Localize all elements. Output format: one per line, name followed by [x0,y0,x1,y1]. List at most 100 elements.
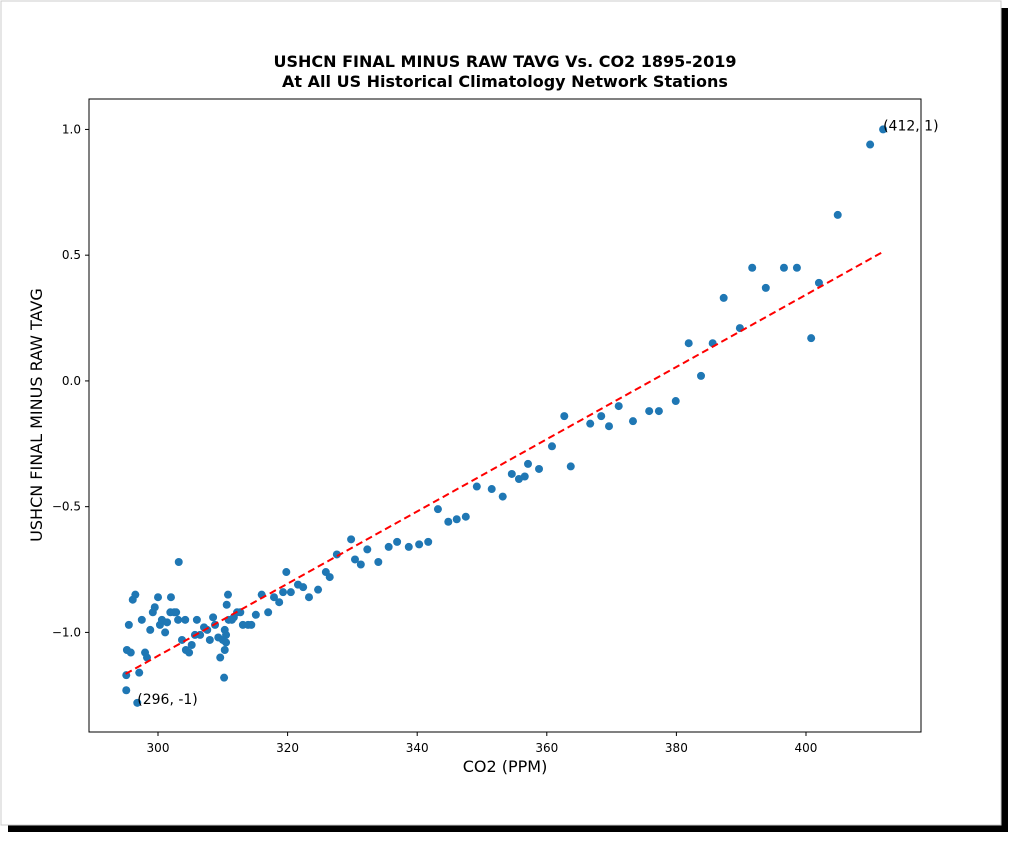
point [507,469,516,478]
point [304,593,313,602]
point [866,140,875,149]
point [174,557,183,566]
point [779,263,788,272]
x-tick-label: 320 [276,741,299,755]
point [269,593,278,602]
point [347,535,356,544]
annotation: (296, -1) [137,692,198,708]
y-axis-label: USHCN FINAL MINUS RAW TAVG [27,288,46,542]
point [444,517,453,526]
point [236,608,245,617]
point [154,593,163,602]
point [174,615,183,624]
point [192,615,201,624]
point [433,505,442,514]
point [628,417,637,426]
x-tick-label: 360 [535,741,558,755]
point [792,263,801,272]
point [814,278,823,287]
point [264,608,273,617]
point [286,588,295,597]
x-tick-label: 340 [406,741,429,755]
point [247,620,256,629]
point [833,210,842,219]
point [131,590,140,599]
point [671,397,680,406]
point [415,540,424,549]
point [332,550,341,559]
point [356,560,365,569]
annotation: (412, 1) [883,118,938,134]
point [223,590,232,599]
point [279,588,288,597]
point [222,630,231,639]
point [172,608,181,617]
point [645,407,654,416]
point [404,542,413,551]
point [520,472,529,481]
y-tick-label: 0.5 [62,248,81,262]
point [452,515,461,524]
point [187,640,196,649]
chart-subtitle: At All US Historical Climatology Network… [282,72,728,91]
point [586,419,595,428]
point [748,263,757,272]
point [135,668,144,677]
point [384,542,393,551]
point [605,422,613,431]
point [166,593,175,602]
point [163,618,172,627]
y-tick-label: 0.0 [62,374,81,388]
point [146,625,155,634]
plot-frame [88,98,922,733]
point [220,646,229,655]
point [126,648,135,657]
point [461,512,470,521]
point [205,635,214,644]
point [299,583,308,592]
point [185,648,194,657]
point [350,555,359,564]
point [487,485,496,494]
point [122,686,131,695]
point [560,412,569,421]
x-tick-label: 400 [795,741,818,755]
frame [0,0,1002,826]
point [216,653,225,662]
point [424,537,433,546]
point [807,334,816,343]
x-tick-label: 380 [665,741,688,755]
point [137,615,146,624]
trend-line [125,250,885,675]
point [719,293,728,302]
point [566,462,575,471]
point [654,407,663,416]
point [181,615,190,624]
point [124,620,133,629]
point [161,628,170,637]
y-tick-label: −1.0 [52,625,81,639]
point [325,573,334,582]
point [275,598,284,607]
point [222,600,231,609]
point [597,412,606,421]
point [203,625,212,634]
point [697,371,706,380]
point [142,653,151,662]
point [879,125,888,134]
point [133,698,142,707]
point [222,638,231,647]
point [472,482,481,491]
point [314,585,323,594]
point [150,603,159,612]
point [614,402,623,411]
y-tick-label: −0.5 [52,500,81,514]
point [374,557,383,566]
chart-title: USHCN FINAL MINUS RAW TAVG Vs. CO2 1895-… [274,52,737,71]
x-axis-label: CO2 (PPM) [463,757,548,776]
point [220,673,229,682]
x-tick-label: 300 [147,741,170,755]
point [498,492,507,501]
point [761,283,770,292]
